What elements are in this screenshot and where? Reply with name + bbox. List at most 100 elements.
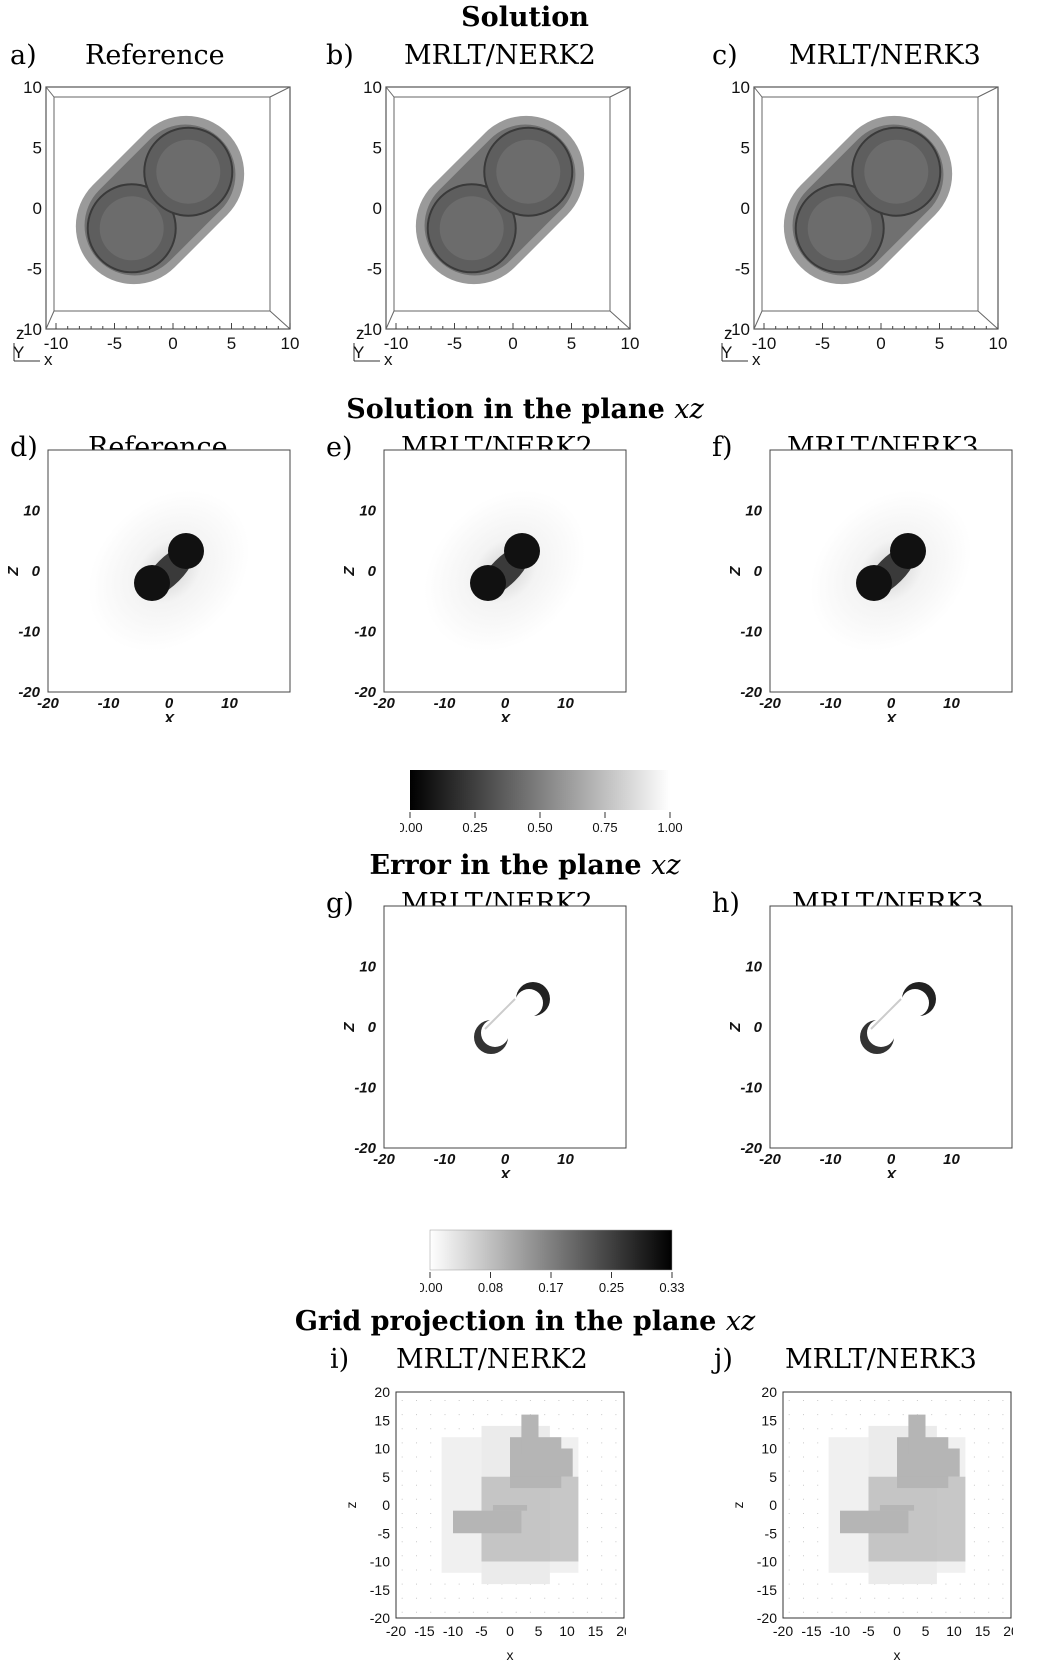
colorbar-tick-label: 0.25 bbox=[462, 820, 487, 835]
y-tick: 5 bbox=[33, 139, 42, 158]
panel-label-b: b) bbox=[326, 40, 354, 71]
section-title-grid: Grid projection in the plane xz bbox=[294, 1306, 756, 1337]
y-tick: 10 bbox=[731, 78, 750, 97]
section-title-error: Error in the plane xz bbox=[369, 850, 681, 881]
x-axis-label: X bbox=[499, 1167, 511, 1178]
triad-y-label: Y bbox=[13, 343, 24, 362]
x-tick: 15 bbox=[975, 1623, 991, 1639]
lobe-upper bbox=[504, 533, 540, 569]
y-tick: -20 bbox=[354, 684, 376, 701]
x-tick: 5 bbox=[935, 334, 944, 353]
y-tick: -10 bbox=[17, 320, 42, 339]
blob-shape bbox=[783, 115, 953, 285]
heatmap-e: 10 0 -10 -20-20 -10 0 10 X Z bbox=[341, 449, 627, 722]
err-streak bbox=[484, 998, 516, 1030]
fine-cell-block bbox=[908, 1414, 926, 1455]
y-tick: -5 bbox=[765, 1525, 778, 1541]
heatmap-d: 10 0 -10 -20-20 -10 0 10 X Z bbox=[5, 449, 291, 722]
y-tick: 0 bbox=[754, 563, 763, 580]
x-tick: 0 bbox=[887, 695, 896, 712]
err-core-lower bbox=[867, 1019, 895, 1047]
x-tick: 10 bbox=[989, 334, 1008, 353]
colorbar-tick-label: 0.50 bbox=[527, 820, 552, 835]
x-tick: -10 bbox=[820, 695, 842, 712]
x-tick: 0 bbox=[501, 695, 510, 712]
colorbar-tick-label: 0.00 bbox=[420, 1280, 443, 1295]
z-axis-label: Z bbox=[727, 566, 744, 577]
x-tick: 0 bbox=[501, 1151, 510, 1168]
fine-level bbox=[453, 1414, 579, 1562]
y-tick: 0 bbox=[373, 199, 382, 218]
y-tick: 0 bbox=[368, 563, 377, 580]
y-tick: 0 bbox=[368, 1019, 377, 1036]
solution-colorbar: 0.00 0.25 0.50 0.75 1.00 bbox=[400, 770, 683, 835]
x-tick: -20 bbox=[37, 695, 59, 712]
x-tick: -20 bbox=[759, 1151, 781, 1168]
x-tick: 0 bbox=[876, 334, 885, 353]
section-title-solution-plane: Solution in the plane xz bbox=[346, 394, 704, 425]
err-core-upper bbox=[901, 989, 929, 1017]
y-tick: 20 bbox=[761, 1384, 777, 1400]
volume-render-c: 10 5 0 -5 -10-10 -5 0 5 10 zx Y bbox=[721, 78, 1008, 369]
y-tick: 0 bbox=[33, 199, 42, 218]
x-tick: 10 bbox=[943, 695, 960, 712]
x-tick: -10 bbox=[820, 1151, 842, 1168]
y-tick: -5 bbox=[367, 260, 382, 279]
box-edge bbox=[385, 310, 395, 330]
x-tick: 10 bbox=[281, 334, 300, 353]
fine-cell-block bbox=[521, 1414, 539, 1455]
box-edge bbox=[977, 86, 999, 98]
panel-title-i: MRLT/NERK2 bbox=[396, 1344, 588, 1375]
y-tick: 10 bbox=[23, 78, 42, 97]
fine-cell-block bbox=[868, 1476, 966, 1562]
x-tick: 0 bbox=[506, 1623, 514, 1639]
x-tick: 0 bbox=[508, 334, 517, 353]
x-tick: -15 bbox=[414, 1623, 434, 1639]
x-tick: 5 bbox=[227, 334, 236, 353]
y-tick: 10 bbox=[374, 1441, 390, 1457]
x-tick: -10 bbox=[98, 695, 120, 712]
colorbar-tick-label: 0.17 bbox=[538, 1280, 563, 1295]
colorbar-tick-label: 0.00 bbox=[400, 820, 423, 835]
panel-title-j: MRLT/NERK3 bbox=[785, 1344, 977, 1375]
panel-label-i: i) bbox=[330, 1344, 350, 1375]
grid-projection-i: 20 15 10 5 0 -5 -10 -15 -20-20 -15 -10 -5 0 5 10 15 20 x z bbox=[343, 1384, 626, 1663]
x-tick: -10 bbox=[384, 334, 409, 353]
y-tick: -10 bbox=[725, 320, 750, 339]
y-tick: 15 bbox=[374, 1412, 390, 1428]
y-tick: -20 bbox=[740, 1140, 762, 1157]
panel-label-d: d) bbox=[10, 432, 38, 463]
x-tick: -20 bbox=[773, 1623, 793, 1639]
x-tick: -10 bbox=[752, 334, 777, 353]
volume-render-b: 10 5 0 -5 -10-10 -5 0 5 10 zx Y bbox=[353, 78, 639, 369]
x-tick: 0 bbox=[165, 695, 174, 712]
lobe-upper bbox=[890, 533, 926, 569]
y-tick: 5 bbox=[741, 139, 750, 158]
colorbar-tick-label: 0.33 bbox=[659, 1280, 684, 1295]
x-tick: 0 bbox=[893, 1623, 901, 1639]
err-core-upper bbox=[515, 989, 543, 1017]
box-edge bbox=[977, 310, 999, 330]
y-tick: 5 bbox=[373, 139, 382, 158]
box-edge bbox=[609, 86, 631, 98]
panel-label-f: f) bbox=[712, 432, 733, 463]
y-tick: 10 bbox=[23, 503, 40, 520]
box-edge bbox=[609, 310, 631, 330]
x-axis-label: x bbox=[894, 1647, 901, 1663]
triad-z-label: z bbox=[16, 324, 25, 343]
x-tick: -10 bbox=[44, 334, 69, 353]
heatmap-h: 10 0 -10 -20-20 -10 0 10 X Z bbox=[727, 905, 1013, 1178]
y-tick: -5 bbox=[735, 260, 750, 279]
y-tick: 0 bbox=[741, 199, 750, 218]
triad-y-label: Y bbox=[721, 343, 732, 362]
x-tick: 5 bbox=[535, 1623, 543, 1639]
lobe-core-right bbox=[864, 139, 929, 204]
x-tick: -10 bbox=[830, 1623, 850, 1639]
y-tick: 10 bbox=[745, 959, 762, 976]
volume-render-a: 10 5 0 -5 -10-10 -5 0 5 10 zx Y bbox=[13, 78, 300, 369]
y-tick: 10 bbox=[745, 503, 762, 520]
x-tick: 10 bbox=[559, 1623, 575, 1639]
z-axis-label: z bbox=[730, 1502, 746, 1509]
heatmap-g: 10 0 -10 -20-20 -10 0 10 X Z bbox=[341, 905, 627, 1178]
lobe-core-right bbox=[156, 139, 221, 204]
